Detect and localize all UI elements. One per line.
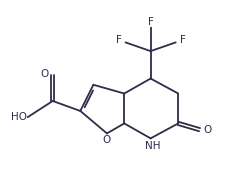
Text: NH: NH	[145, 141, 160, 151]
Text: O: O	[40, 69, 48, 79]
Text: O: O	[102, 135, 110, 145]
Text: F: F	[115, 35, 121, 45]
Text: F: F	[147, 17, 153, 27]
Text: HO: HO	[11, 112, 27, 122]
Text: O: O	[202, 125, 210, 135]
Text: F: F	[179, 35, 185, 45]
